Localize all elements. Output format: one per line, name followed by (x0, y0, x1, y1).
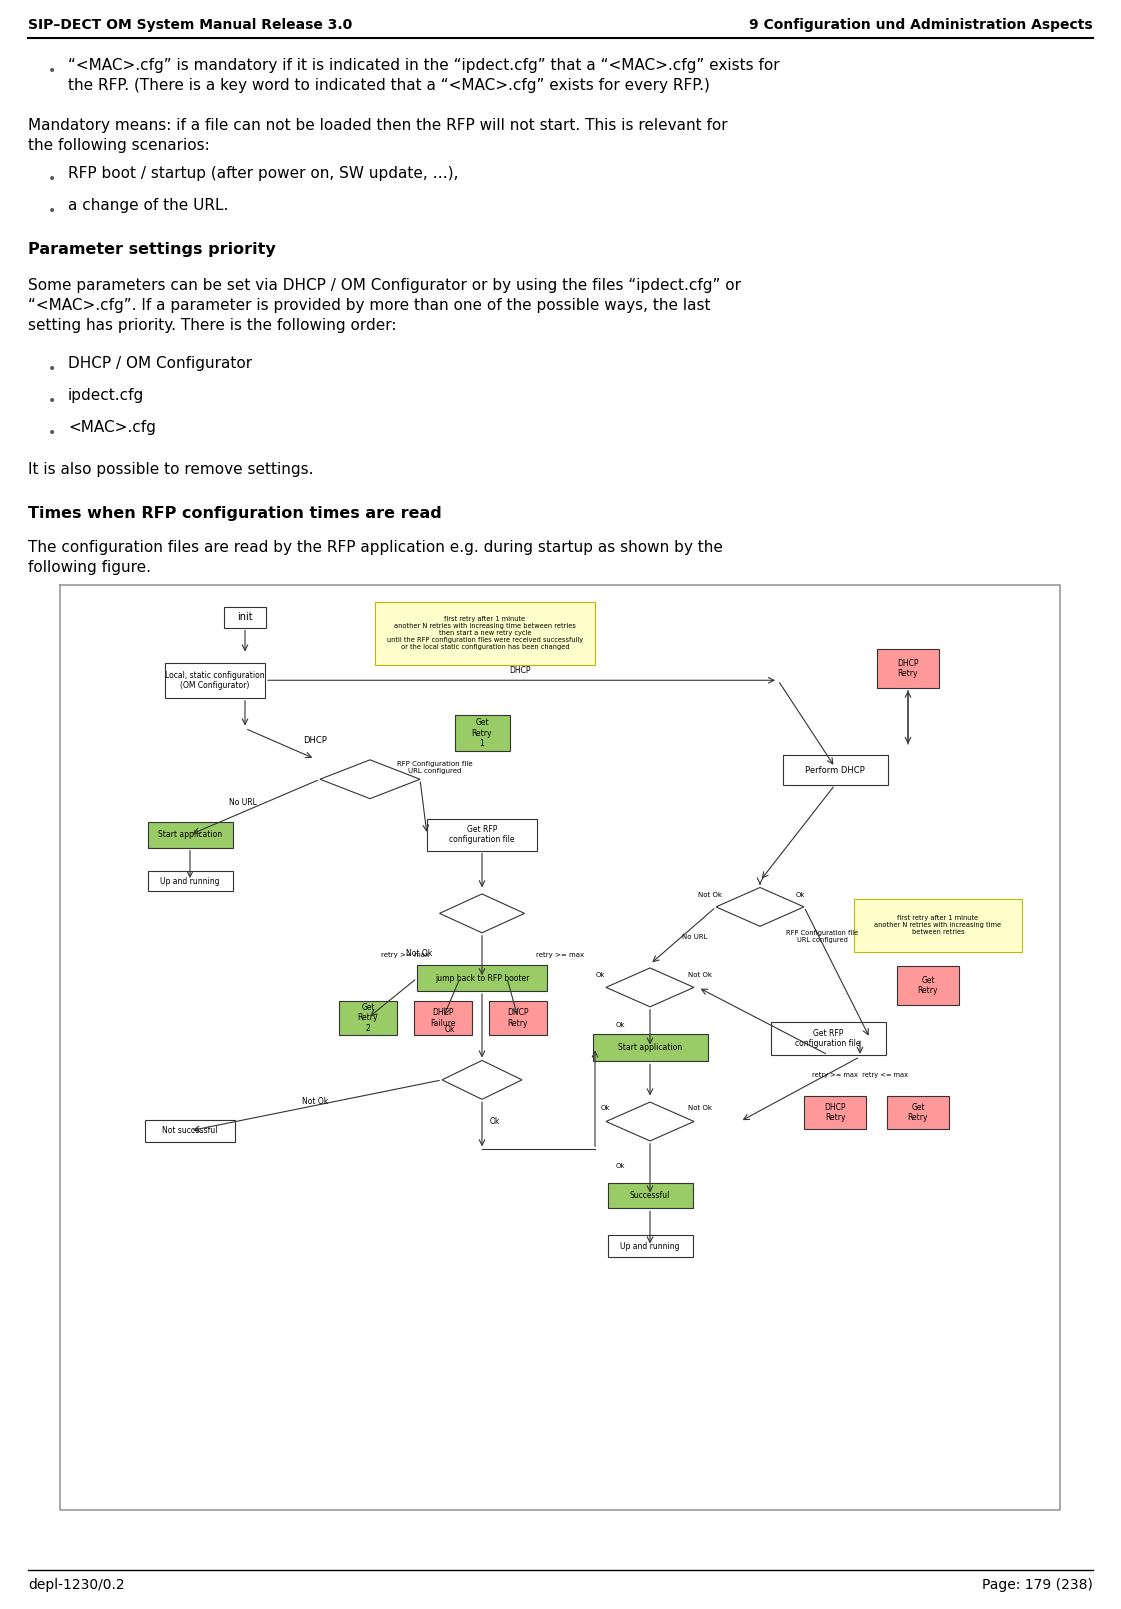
Text: Get RFP
configuration file: Get RFP configuration file (795, 1028, 861, 1047)
Text: following figure.: following figure. (28, 560, 151, 574)
Text: Times when RFP configuration times are read: Times when RFP configuration times are r… (28, 505, 442, 521)
Bar (489, 1001, 547, 1035)
Text: the following scenarios:: the following scenarios: (28, 138, 210, 153)
Text: DHCP
Retry: DHCP Retry (824, 1102, 845, 1121)
Text: Parameter settings priority: Parameter settings priority (28, 241, 276, 257)
Bar (145, 1120, 235, 1142)
Text: Ok: Ok (445, 1025, 455, 1033)
Polygon shape (606, 969, 694, 1007)
Text: depl-1230/0.2: depl-1230/0.2 (28, 1578, 124, 1591)
Text: the RFP. (There is a key word to indicated that a “<MAC>.cfg” exists for every R: the RFP. (There is a key word to indicat… (68, 77, 710, 93)
Text: retry >= max: retry >= max (381, 953, 429, 957)
Text: retry >= max: retry >= max (536, 953, 584, 957)
Text: It is also possible to remove settings.: It is also possible to remove settings. (28, 462, 314, 476)
Text: •: • (48, 426, 56, 439)
Text: ipdect.cfg: ipdect.cfg (68, 388, 145, 402)
Text: init: init (238, 613, 253, 623)
Bar (165, 663, 265, 698)
Polygon shape (606, 1102, 694, 1141)
Bar (148, 822, 232, 848)
Bar (414, 1001, 472, 1035)
Text: Start application: Start application (158, 830, 222, 840)
Polygon shape (439, 895, 525, 933)
Text: Local, static configuration
(OM Configurator): Local, static configuration (OM Configur… (165, 671, 265, 690)
Text: a change of the URL.: a change of the URL. (68, 198, 229, 212)
Text: jump back to RFP booter: jump back to RFP booter (435, 973, 529, 983)
Text: “<MAC>.cfg”. If a parameter is provided by more than one of the possible ways, t: “<MAC>.cfg”. If a parameter is provided … (28, 298, 711, 314)
Bar (148, 870, 232, 891)
Text: Not Ok: Not Ok (302, 1097, 328, 1105)
Text: Get
Retry: Get Retry (908, 1102, 928, 1121)
Text: Not Ok: Not Ok (688, 1105, 712, 1110)
Bar (608, 1236, 693, 1258)
Text: Up and running: Up and running (160, 877, 220, 885)
Text: RFP Configuration file
URL configured: RFP Configuration file URL configured (397, 761, 473, 774)
Text: Ok: Ok (490, 1117, 500, 1126)
Polygon shape (716, 888, 804, 927)
Text: setting has priority. There is the following order:: setting has priority. There is the follo… (28, 319, 397, 333)
Text: <MAC>.cfg: <MAC>.cfg (68, 420, 156, 434)
Text: Get RFP
configuration file: Get RFP configuration file (450, 825, 515, 845)
Text: Ok: Ok (795, 891, 805, 898)
Text: first retry after 1 minute
another N retries with increasing time between retrie: first retry after 1 minute another N ret… (387, 616, 583, 650)
Text: •: • (48, 362, 56, 377)
Text: No URL: No URL (683, 933, 707, 940)
Text: •: • (48, 394, 56, 409)
Bar (770, 1022, 886, 1056)
Text: “<MAC>.cfg” is mandatory if it is indicated in the “ipdect.cfg” that a “<MAC>.cf: “<MAC>.cfg” is mandatory if it is indica… (68, 58, 779, 72)
Bar (608, 1183, 693, 1208)
Text: Some parameters can be set via DHCP / OM Configurator or by using the files “ipd: Some parameters can be set via DHCP / OM… (28, 278, 741, 293)
Bar (804, 1096, 867, 1130)
Bar (427, 819, 537, 851)
Text: DHCP: DHCP (509, 666, 530, 674)
Bar (854, 898, 1022, 953)
Text: No URL: No URL (229, 798, 257, 806)
Bar (454, 716, 510, 750)
Text: DHCP
Retry: DHCP Retry (897, 658, 919, 677)
Text: Get
Retry
1: Get Retry 1 (472, 718, 492, 748)
Bar (782, 755, 888, 785)
Text: Ok: Ok (615, 1022, 624, 1028)
Text: Get
Retry: Get Retry (918, 975, 938, 996)
Text: DHCP / OM Configurator: DHCP / OM Configurator (68, 356, 252, 372)
Polygon shape (319, 759, 420, 798)
Text: Get
Retry
2: Get Retry 2 (358, 1002, 378, 1033)
Text: Perform DHCP: Perform DHCP (805, 766, 865, 774)
Polygon shape (442, 1060, 522, 1099)
Text: •: • (48, 204, 56, 217)
Text: Not Ok: Not Ok (698, 891, 722, 898)
Bar (339, 1001, 397, 1035)
Text: DHCP
Retry: DHCP Retry (507, 1009, 529, 1028)
Bar (593, 1033, 707, 1062)
Text: DHCP: DHCP (303, 735, 327, 745)
Text: 9 Configuration und Administration Aspects: 9 Configuration und Administration Aspec… (749, 18, 1093, 32)
Text: SIP–DECT OM System Manual Release 3.0: SIP–DECT OM System Manual Release 3.0 (28, 18, 352, 32)
Bar (417, 965, 547, 991)
Bar (224, 607, 266, 628)
Text: Not successful: Not successful (163, 1126, 217, 1136)
Text: The configuration files are read by the RFP application e.g. during startup as s: The configuration files are read by the … (28, 541, 723, 555)
Text: Not Ok: Not Ok (406, 949, 432, 957)
Text: •: • (48, 172, 56, 187)
Text: Ok: Ok (595, 972, 604, 978)
Text: Mandatory means: if a file can not be loaded then the RFP will not start. This i: Mandatory means: if a file can not be lo… (28, 117, 728, 134)
Text: Up and running: Up and running (620, 1242, 679, 1250)
Bar (376, 602, 595, 665)
Text: DHCP
Failure: DHCP Failure (430, 1009, 456, 1028)
Text: •: • (48, 64, 56, 77)
Text: first retry after 1 minute
another N retries with increasing time
between retrie: first retry after 1 minute another N ret… (874, 916, 1001, 935)
Text: retry >= max  retry <= max: retry >= max retry <= max (812, 1072, 908, 1078)
Text: RFP Configuration file
URL configured: RFP Configuration file URL configured (786, 930, 858, 943)
Bar (877, 648, 939, 687)
Text: Ok: Ok (600, 1105, 610, 1110)
Text: RFP boot / startup (after power on, SW update, …),: RFP boot / startup (after power on, SW u… (68, 166, 458, 180)
Text: Start application: Start application (618, 1043, 682, 1052)
Bar (887, 1096, 949, 1130)
Text: Successful: Successful (630, 1191, 670, 1200)
Text: Ok: Ok (615, 1163, 624, 1168)
Bar (897, 965, 958, 1006)
Text: Page: 179 (238): Page: 179 (238) (982, 1578, 1093, 1591)
Text: Not Ok: Not Ok (688, 972, 712, 978)
